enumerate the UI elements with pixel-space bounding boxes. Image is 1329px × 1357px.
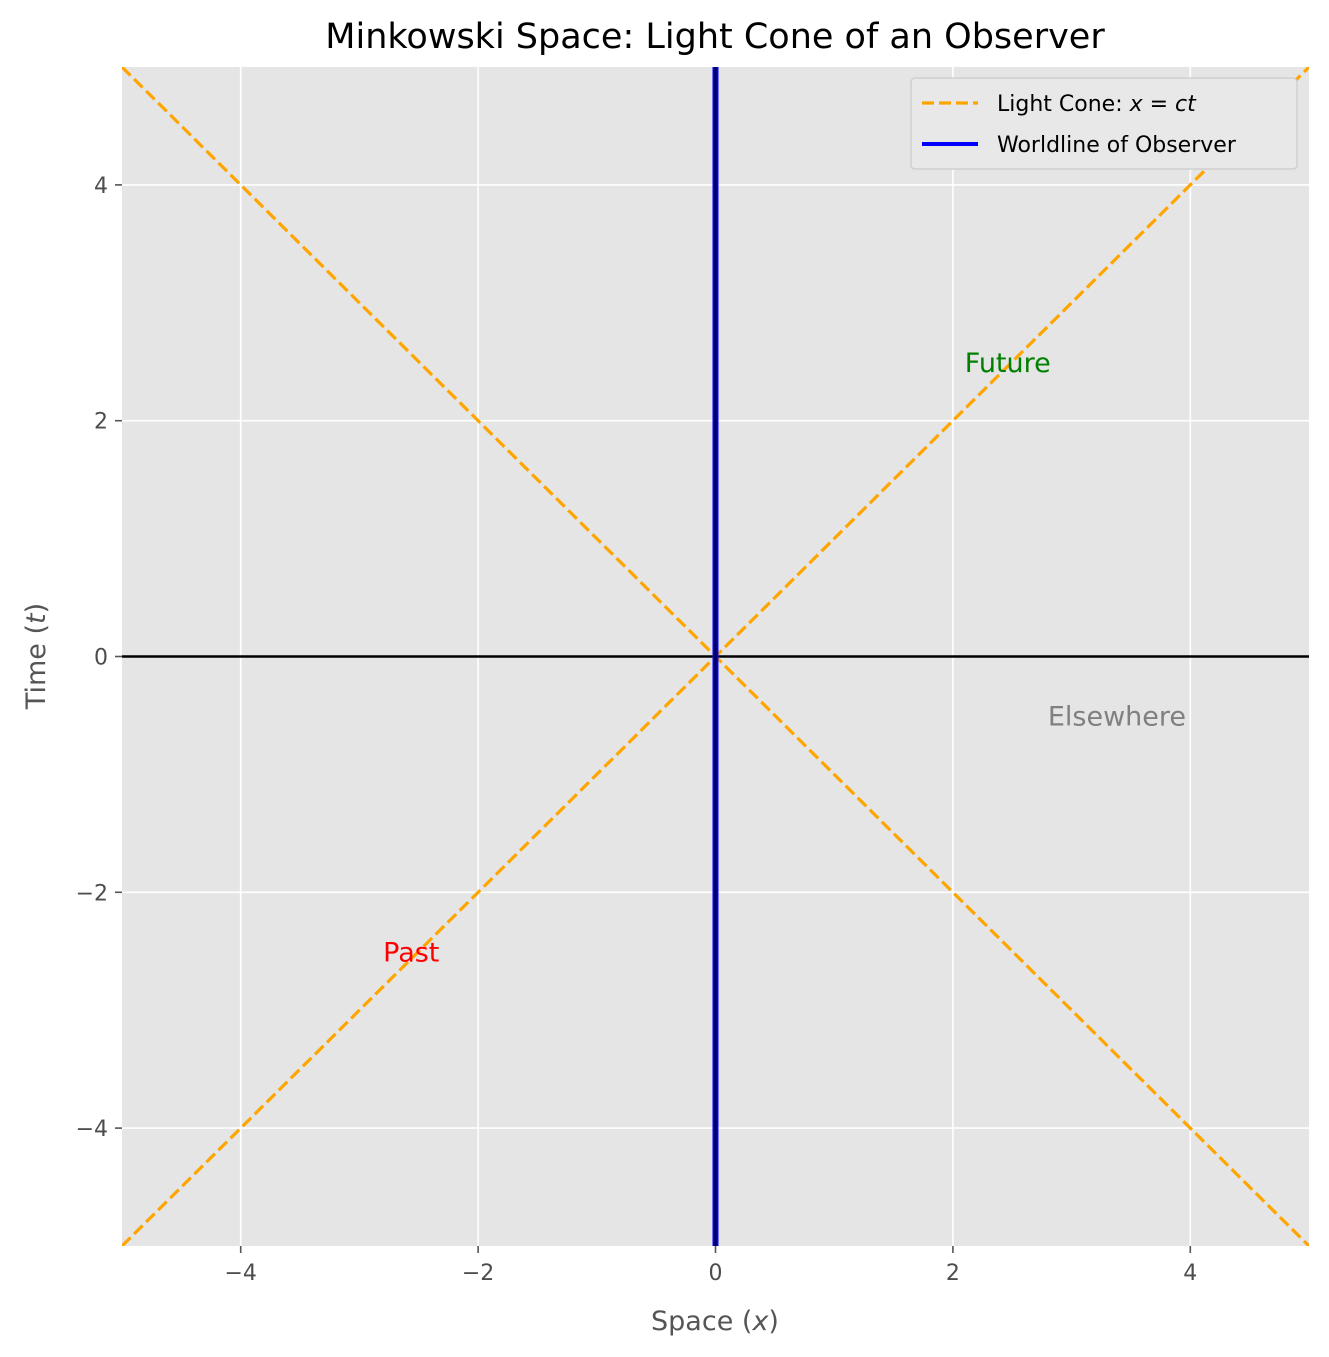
legend-box-inner	[912, 79, 1296, 168]
legend: Light Cone: x = ct Worldline of Observer	[910, 77, 1298, 170]
x-tick-label: −2	[462, 1261, 494, 1286]
x-tick-label: 4	[1183, 1261, 1197, 1286]
y-axis-title: Time (t)	[21, 603, 52, 710]
x-tick-label: −4	[224, 1261, 256, 1286]
y-tick-label: 4	[94, 174, 108, 199]
y-tick-label: 2	[94, 410, 108, 435]
region-label-future: Future	[965, 348, 1051, 379]
y-tick-label: −4	[76, 1117, 108, 1142]
x-axis-title: Space (x)	[651, 1306, 779, 1337]
plot-area: −4 −2 0 2 4 −4 −2 0 2 4 Future Past Elsewhere	[76, 67, 1309, 1286]
plot-series-group	[122, 67, 1309, 1246]
chart-title: Minkowski Space: Light Cone of an Observ…	[325, 17, 1105, 57]
y-tick-label: 0	[94, 646, 108, 671]
x-tick-label: 2	[946, 1261, 960, 1286]
region-label-past: Past	[383, 937, 439, 968]
x-tick-label: 0	[709, 1261, 723, 1286]
y-tick-label: −2	[76, 881, 108, 906]
region-label-elsewhere: Elsewhere	[1048, 701, 1186, 732]
legend-label-1: Worldline of Observer	[997, 133, 1237, 158]
legend-label-0: Light Cone: x = ct	[997, 92, 1197, 117]
